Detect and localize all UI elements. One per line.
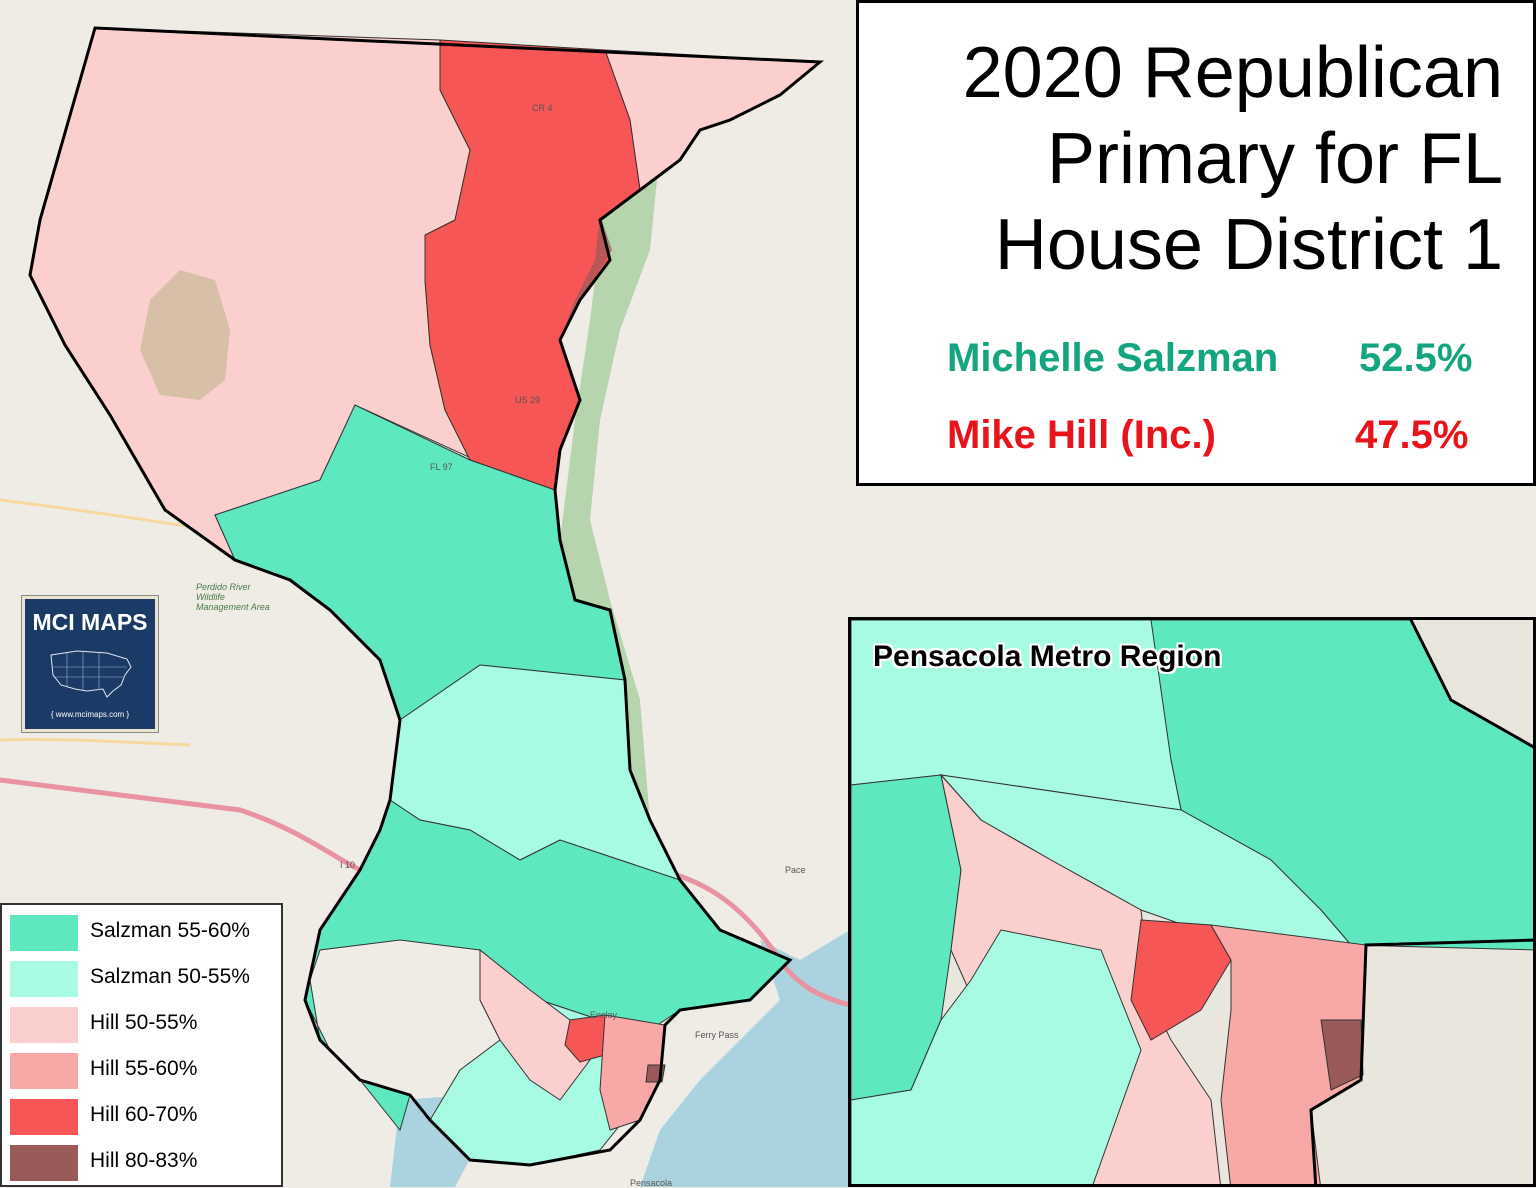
legend-label: Hill 50-55%	[90, 1011, 198, 1034]
inset-outline	[1309, 620, 1533, 1184]
escambia-bay-water	[640, 930, 850, 1187]
district-outline	[28, 26, 824, 1167]
us29-label: US 29	[515, 395, 541, 405]
pace-label: Pace	[785, 865, 806, 875]
us-map-icon	[50, 650, 132, 698]
legend: Salzman 55-60% Salzman 50-55% Hill 50-55…	[0, 903, 283, 1187]
title-line-2: Primary for FL	[1046, 119, 1503, 199]
cr4-label: CR 4	[532, 103, 553, 113]
tan-area	[140, 270, 230, 400]
legend-swatch	[10, 961, 78, 997]
legend-swatch	[10, 1053, 78, 1089]
candidate-2-pct: 47.5%	[1355, 413, 1469, 457]
hill-dark-strip	[560, 215, 612, 340]
ferry-pass-label: Ferry Pass	[695, 1030, 739, 1040]
title-line-3: House District 1	[994, 205, 1503, 285]
legend-label: Salzman 55-60%	[90, 919, 250, 942]
interstate-road	[0, 777, 362, 873]
ensley-label: Ensley	[590, 1010, 618, 1020]
mci-maps-logo: MCI MAPS { www.mcimaps.com }	[22, 596, 158, 732]
legend-label: Hill 80-83%	[90, 1149, 198, 1172]
wetland-strip	[560, 150, 680, 880]
title-line-1: 2020 Republican	[962, 33, 1503, 113]
inset-map: Pensacola Metro Region	[848, 617, 1536, 1187]
precinct-south-hill-light	[479, 948, 591, 1101]
legend-swatch	[10, 1099, 78, 1135]
legend-label: Hill 60-70%	[90, 1103, 198, 1126]
inset-hill-60	[1130, 919, 1232, 1041]
legend-label: Hill 55-60%	[90, 1057, 198, 1080]
candidate-2-name: Mike Hill (Inc.)	[947, 413, 1216, 457]
wma-label: Perdido River Wildlife Management Area	[196, 582, 270, 612]
legend-label: Salzman 50-55%	[90, 965, 250, 988]
candidate-1-pct: 52.5%	[1359, 336, 1473, 380]
inset-title: Pensacola Metro Region	[873, 640, 1222, 673]
inset-map-svg	[851, 620, 1533, 1184]
i10-label: I 10	[340, 860, 356, 870]
fl97-label: FL 97	[430, 462, 453, 472]
legend-swatch	[10, 915, 78, 951]
secondary-road-2	[0, 737, 191, 747]
candidate-1-name: Michelle Salzman	[947, 336, 1279, 380]
pensacola-label: Pensacola	[630, 1178, 673, 1188]
inset-salzman-south	[851, 929, 1142, 1184]
inset-hill-80	[1320, 1019, 1364, 1091]
legend-swatch	[10, 1145, 78, 1181]
legend-swatch	[10, 1007, 78, 1043]
precinct-south-hill-60	[564, 1014, 606, 1063]
logo-url: { www.mcimaps.com }	[50, 710, 130, 719]
logo-title: MCI MAPS	[32, 609, 148, 635]
title-panel: 2020 Republican Primary for FL House Dis…	[856, 0, 1536, 486]
